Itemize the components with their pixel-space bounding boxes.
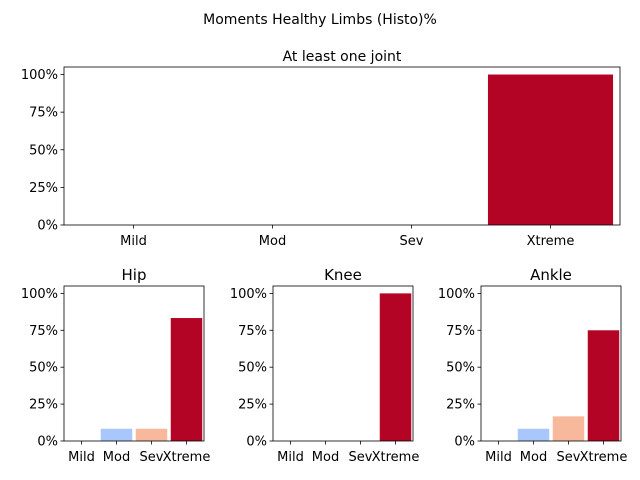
chart-title-at-least-one-joint: At least one joint [283,49,402,65]
y-tick-label-hip-0: 0% [37,435,58,450]
y-tick-label-ankle-2: 50% [446,361,475,376]
y-tick-label-hip-4: 100% [21,287,58,302]
axes-frame-ankle [480,285,622,442]
axes-frame-hip [63,285,205,442]
bar-hip-mod [100,428,133,441]
y-tick-label-knee-4: 100% [230,287,267,302]
y-tick-label-ankle-0: 0% [454,435,475,450]
x-tick-label-at-least-one-joint-mild: Mild [120,234,147,249]
y-tick-label-at-least-one-joint-0: 0% [37,219,58,234]
y-tick-label-hip-1: 25% [29,398,58,413]
x-tick-label-ankle-xtreme: Xtreme [580,450,628,465]
y-tick-label-at-least-one-joint-2: 50% [29,143,58,158]
bar-hip-xtreme [170,318,203,441]
y-tick-label-knee-3: 75% [238,324,267,339]
x-tick-label-ankle-sev: Sev [557,450,581,465]
x-tick-label-at-least-one-joint-xtreme: Xtreme [527,234,575,249]
bar-ankle-xtreme [587,330,620,441]
axes-frame-knee [272,285,414,442]
y-tick-label-knee-2: 50% [238,361,267,376]
x-tick-label-hip-sev: Sev [140,450,164,465]
x-tick-label-hip-xtreme: Xtreme [163,450,211,465]
bar-ankle-sev [552,416,585,441]
x-tick-label-hip-mild: Mild [68,450,95,465]
x-tick-label-at-least-one-joint-sev: Sev [400,234,424,249]
y-tick-label-at-least-one-joint-4: 100% [21,68,58,83]
x-tick-label-knee-xtreme: Xtreme [372,450,420,465]
y-tick-label-knee-1: 25% [238,398,267,413]
y-tick-label-ankle-3: 75% [446,324,475,339]
chart-title-ankle: Ankle [530,266,572,284]
x-tick-label-knee-sev: Sev [349,450,373,465]
axes-frame-at-least-one-joint [63,66,621,226]
bar-knee-xtreme [379,293,412,441]
x-tick-label-knee-mod: Mod [312,450,339,465]
bar-hip-sev [135,428,168,441]
y-tick-label-ankle-1: 25% [446,398,475,413]
chart-title-knee: Knee [324,266,362,284]
y-tick-label-hip-3: 75% [29,324,58,339]
y-tick-label-at-least-one-joint-3: 75% [29,106,58,121]
y-tick-label-knee-0: 0% [246,435,267,450]
chart-hip: Hip 0% 25% 50% 75% 100% Mild Mod Sev Xtreme [21,266,211,465]
chart-title-hip: Hip [122,266,147,284]
x-tick-label-at-least-one-joint-mod: Mod [259,234,286,249]
y-tick-label-ankle-4: 100% [438,287,475,302]
x-tick-label-knee-mild: Mild [277,450,304,465]
chart-at-least-one-joint: At least one joint 0% 25% 50% 75% 100% Mild Mod… [21,49,621,249]
x-tick-label-ankle-mod: Mod [520,450,547,465]
figure-suptitle: Moments Healthy Limbs (Histo)% [203,12,437,28]
y-tick-label-at-least-one-joint-1: 25% [29,181,58,196]
bar-ankle-mod [517,428,550,441]
x-tick-label-hip-mod: Mod [103,450,130,465]
y-tick-label-hip-2: 50% [29,361,58,376]
x-tick-label-ankle-mild: Mild [485,450,512,465]
bar-at-least-one-joint-xtreme [487,74,614,226]
chart-ankle: Ankle 0% 25% 50% 75% 100% Mild Mod Sev Xtreme [438,266,628,465]
chart-knee: Knee 0% 25% 50% 75% 100% Mild Mod Sev Xtreme [230,266,420,465]
